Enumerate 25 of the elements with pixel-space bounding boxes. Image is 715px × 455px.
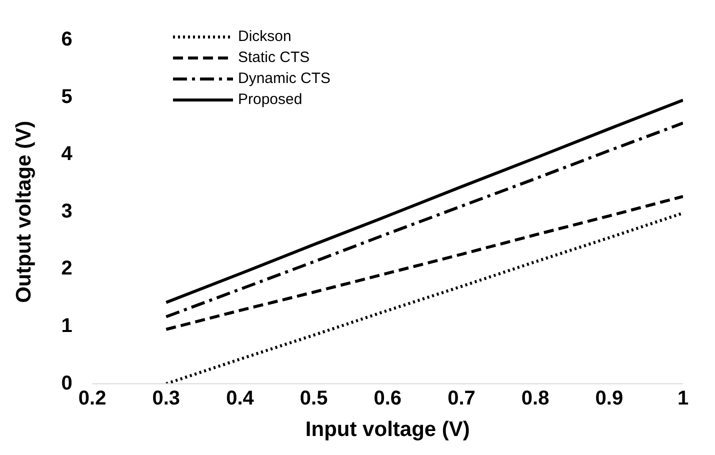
x-tick-label: 1 bbox=[677, 387, 689, 410]
x-tick-label: 0.5 bbox=[300, 387, 328, 410]
x-tick-label: 0.8 bbox=[521, 387, 550, 410]
x-tick-label: 0.3 bbox=[152, 387, 180, 410]
x-tick-label: 0.9 bbox=[595, 387, 624, 410]
y-tick-label: 0 bbox=[61, 372, 72, 394]
line-series bbox=[164, 194, 683, 331]
line-series bbox=[164, 122, 683, 318]
y-tick-label: 6 bbox=[61, 28, 72, 51]
legend-label: Dickson bbox=[238, 28, 292, 45]
y-tick-label: 4 bbox=[61, 143, 74, 166]
legend-label: Static CTS bbox=[238, 49, 310, 66]
y-tick-label: 1 bbox=[61, 315, 72, 338]
x-tick-label: 0.7 bbox=[448, 387, 476, 410]
legend-label: Proposed bbox=[238, 91, 302, 108]
y-tick-label: 5 bbox=[61, 86, 72, 108]
x-tick-label: 0.6 bbox=[374, 387, 402, 410]
y-axis-title: Output voltage (V) bbox=[12, 120, 36, 303]
y-tick-label: 3 bbox=[61, 200, 72, 222]
y-tick-label: 2 bbox=[61, 258, 72, 280]
x-axis-title: Input voltage (V) bbox=[305, 418, 470, 442]
x-tick-label: 0.2 bbox=[78, 387, 106, 410]
legend-label: Dynamic CTS bbox=[238, 70, 331, 87]
line-series bbox=[164, 212, 683, 384]
x-tick-label: 0.4 bbox=[226, 387, 255, 410]
